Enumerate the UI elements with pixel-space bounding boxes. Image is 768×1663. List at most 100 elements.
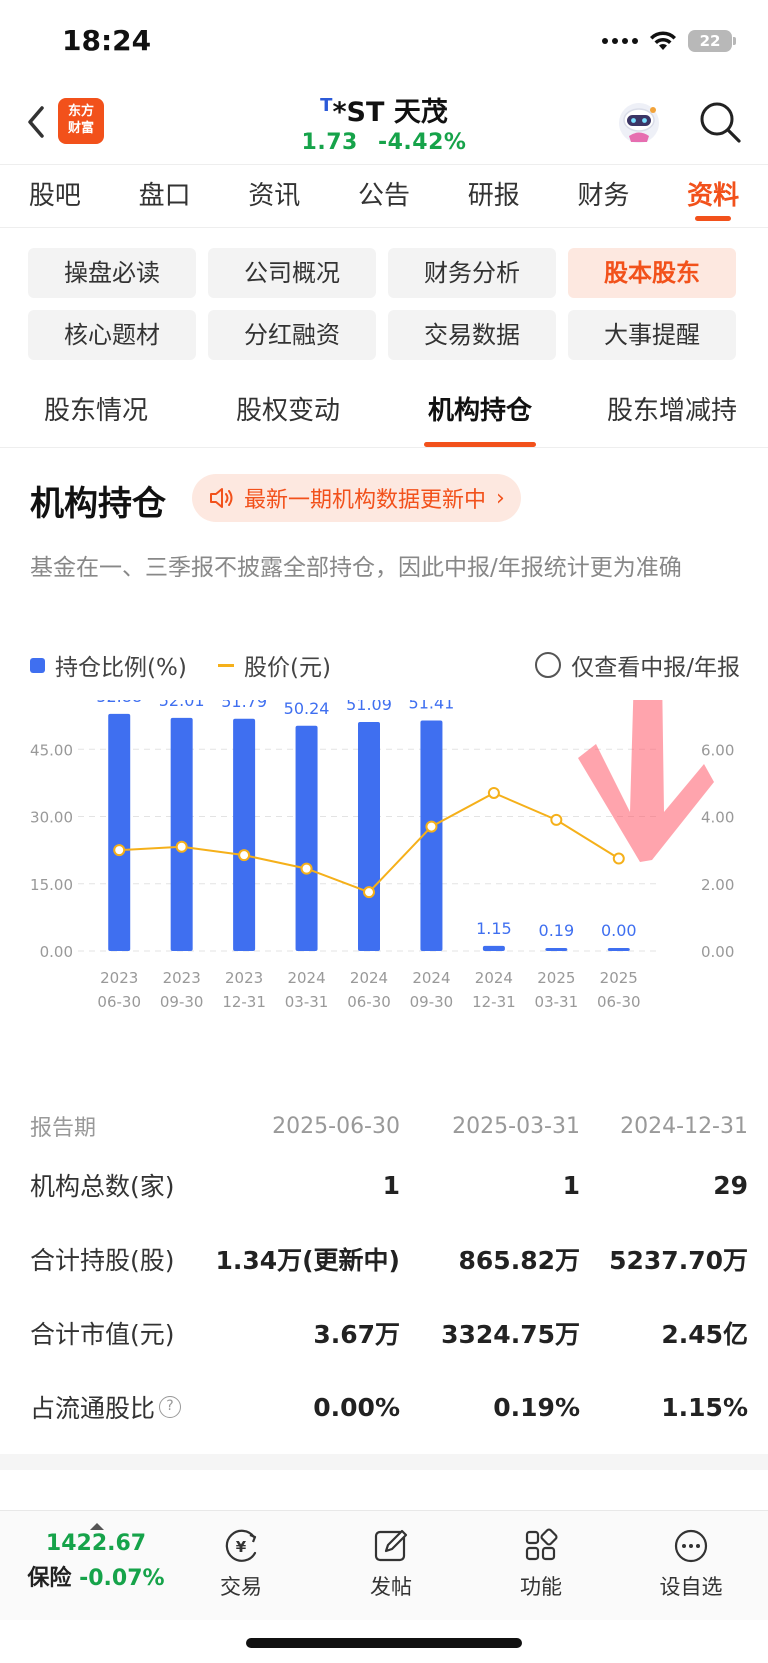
stock-title: *ST 天茂 [332, 97, 448, 128]
search-icon[interactable] [696, 98, 744, 146]
tab-research[interactable]: 研报 [467, 181, 520, 211]
tab-finance[interactable]: 财务 [577, 181, 630, 211]
stock-change: -4.42% [377, 130, 467, 155]
tab-profile[interactable]: 资料 [658, 165, 768, 227]
bar [545, 948, 568, 951]
bar-value-label: 52.01 [159, 700, 205, 710]
price-point [113, 844, 126, 857]
chip-core-themes[interactable]: 核心题材 [28, 310, 196, 360]
x-tick-label-date: 09-30 [410, 993, 454, 1011]
insurance-index-ticker[interactable]: 1422.67 保险 -0.07% [16, 1521, 176, 1592]
bar [420, 720, 443, 951]
price-point [612, 852, 625, 865]
x-tick-label-year: 2024 [412, 969, 450, 987]
robot-assistant-icon[interactable] [614, 98, 664, 148]
back-button[interactable] [22, 102, 50, 142]
x-tick-label-date: 06-30 [97, 993, 141, 1011]
post-label: 发帖 [370, 1575, 412, 1599]
legend-holding-ratio: 持仓比例(%) [30, 648, 187, 682]
app-logo: 东方 财富 [58, 98, 104, 144]
bar [108, 713, 131, 951]
chip-share-capital-holders[interactable]: 股本股东 [568, 248, 736, 298]
trade-icon: ¥ [225, 1529, 257, 1562]
chip-financial-analysis[interactable]: 财务分析 [388, 248, 556, 298]
table-row: 机构总数(家) 1 1 29 [30, 1148, 748, 1222]
price-point [550, 813, 563, 826]
x-tick-label-year: 2025 [600, 969, 638, 987]
bar-value-label: 52.88 [96, 700, 142, 706]
bar-value-label: 50.24 [284, 700, 330, 718]
x-tick-label-date: 12-31 [222, 993, 266, 1011]
subtab-holding-changes[interactable]: 股东增减持 [606, 396, 737, 426]
functions-label: 功能 [520, 1575, 562, 1599]
status-bar: 18:24 22 [0, 0, 768, 84]
chip-dividends-financing[interactable]: 分红融资 [208, 310, 376, 360]
chip-trading-data[interactable]: 交易数据 [388, 310, 556, 360]
help-icon[interactable]: ? [159, 1396, 182, 1418]
row-value: 1.34万(更新中) [215, 1246, 400, 1275]
header-report-period: 报告期 [30, 1116, 97, 1141]
speaker-icon [210, 488, 233, 508]
x-tick-label-year: 2023 [225, 969, 263, 987]
table-row: 占流通股比 ? 0.00% 0.19% 1.15% [30, 1370, 748, 1444]
bar-value-label: 51.79 [221, 700, 267, 711]
holdings-summary-table: 报告期 2025-06-30 2025-03-31 2024-12-31 机构总… [30, 1104, 748, 1444]
add-watchlist-button[interactable]: 设自选 [636, 1525, 746, 1601]
table-header: 报告期 2025-06-30 2025-03-31 2024-12-31 [30, 1104, 748, 1148]
y-right-tick-label: 0.00 [701, 943, 734, 961]
index-name: 保险 [27, 1566, 72, 1591]
chart-legend: 持仓比例(%) 股价(元) 仅查看中报/年报 [30, 648, 740, 684]
update-notice-text: 最新一期机构数据更新中 [244, 488, 487, 513]
row-value: 3.67万 [313, 1320, 400, 1349]
add-watchlist-label: 设自选 [659, 1575, 723, 1599]
subtab-equity-changes[interactable]: 股权变动 [235, 396, 340, 426]
radio-icon[interactable] [535, 652, 562, 678]
legend-bar-label: 持仓比例(%) [55, 655, 187, 681]
x-tick-label-year: 2024 [350, 969, 388, 987]
bar [607, 948, 630, 951]
y-left-tick-label: 45.00 [30, 741, 73, 759]
update-notice-banner[interactable]: 最新一期机构数据更新中 › [192, 474, 521, 522]
red-arrow-annotation [578, 700, 714, 862]
arrow-shape [578, 700, 714, 862]
subtab-shareholders[interactable]: 股东情况 [43, 396, 148, 426]
section-divider [0, 1454, 768, 1470]
row-value: 0.00% [313, 1392, 400, 1422]
more-icon [674, 1529, 708, 1563]
row-value: 1.15% [661, 1392, 748, 1422]
functions-button[interactable]: 功能 [486, 1525, 596, 1601]
index-value: 1422.67 [45, 1531, 147, 1556]
tab-news[interactable]: 资讯 [248, 181, 301, 211]
price-point [363, 886, 375, 899]
chip-event-reminders[interactable]: 大事提醒 [568, 310, 736, 360]
post-button[interactable]: 发帖 [336, 1525, 446, 1601]
stock-price: 1.73 [301, 130, 358, 155]
tab-guba[interactable]: 股吧 [28, 181, 81, 211]
table-row: 合计持股(股) 1.34万(更新中) 865.82万 5237.70万 [30, 1222, 748, 1296]
row-value: 5237.70万 [609, 1246, 748, 1275]
cellular-signal-icon [602, 38, 638, 44]
x-tick-label-date: 03-31 [535, 993, 579, 1011]
section-title: 机构持仓 [30, 484, 166, 524]
row-value: 0.19% [493, 1392, 580, 1422]
status-time: 18:24 [62, 24, 152, 57]
tab-pankou[interactable]: 盘口 [138, 181, 191, 211]
row-label: 机构总数(家) [30, 1172, 175, 1201]
trade-button[interactable]: ¥ 交易 [186, 1525, 296, 1601]
row-value: 1 [562, 1170, 580, 1200]
tab-announcements[interactable]: 公告 [358, 181, 411, 211]
index-name-change: 保险 -0.07% [16, 1560, 176, 1592]
price-point [300, 862, 313, 875]
subtab-institutional-holdings[interactable]: 机构持仓 [384, 374, 576, 447]
legend-stock-price: 股价(元) [218, 648, 331, 682]
y-left-tick-label: 15.00 [30, 876, 73, 894]
x-tick-label-date: 03-31 [285, 993, 329, 1011]
interim-annual-only-toggle[interactable]: 仅查看中报/年报 [535, 648, 740, 682]
chip-trading-guide[interactable]: 操盘必读 [28, 248, 196, 298]
row-label: 合计市值(元) [30, 1320, 175, 1349]
index-change: -0.07% [79, 1566, 165, 1591]
legend-bar-swatch [30, 657, 45, 673]
y-right-tick-label: 2.00 [701, 876, 734, 894]
chip-company-overview[interactable]: 公司概况 [208, 248, 376, 298]
toggle-label: 仅查看中报/年报 [571, 655, 740, 681]
